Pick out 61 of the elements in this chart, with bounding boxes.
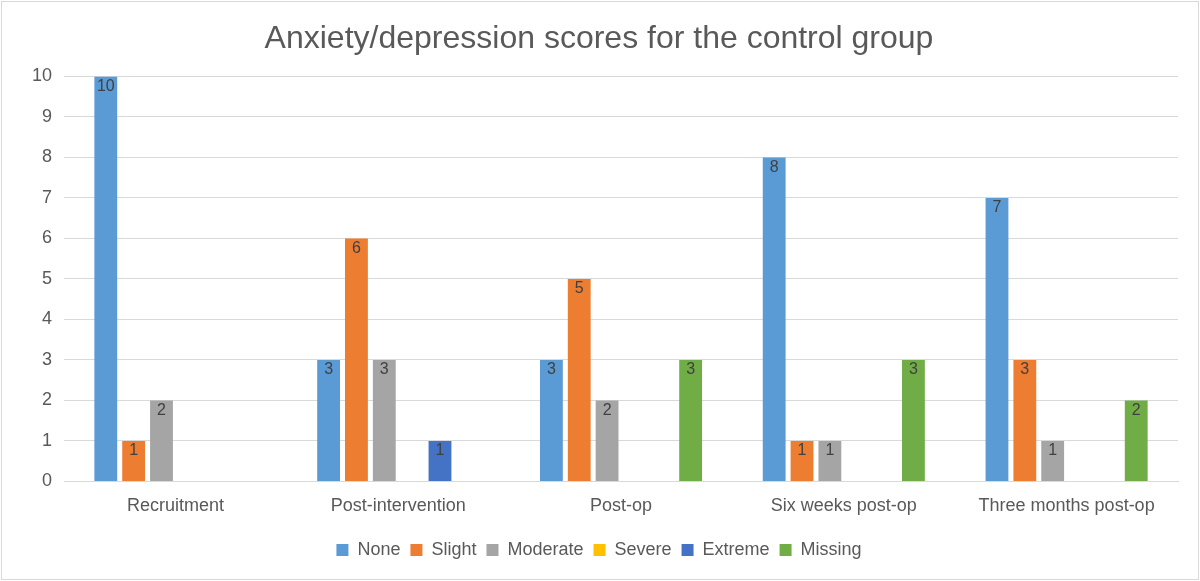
bar <box>150 400 173 481</box>
x-tick-label: Recruitment <box>126 495 224 516</box>
bar <box>1013 359 1037 481</box>
y-tick-label: 2 <box>42 389 53 410</box>
bar <box>428 440 452 481</box>
bar <box>539 359 563 481</box>
bar <box>790 440 814 481</box>
y-tick-label: 8 <box>42 146 53 167</box>
y-tick-label: 4 <box>42 308 53 329</box>
bar <box>317 359 341 481</box>
data-label: 2 <box>1131 400 1141 418</box>
data-label: 1 <box>825 441 835 459</box>
x-tick-label: Six weeks post-op <box>770 495 917 516</box>
chart-title: Anxiety/depression scores for the control group <box>264 19 934 56</box>
legend-label: Severe <box>614 538 672 559</box>
y-tick-label: 10 <box>31 65 53 86</box>
y-tick-label: 1 <box>42 429 53 450</box>
legend-label: None <box>357 538 401 559</box>
data-label: 3 <box>908 360 918 378</box>
data-label: 1 <box>129 441 139 459</box>
data-label: 1 <box>435 441 445 459</box>
data-label: 3 <box>324 360 334 378</box>
data-label: 7 <box>992 198 1002 216</box>
y-tick-label: 7 <box>42 186 53 207</box>
data-label: 5 <box>574 279 584 297</box>
y-tick-label: 0 <box>42 470 53 491</box>
bar <box>372 359 396 481</box>
bar <box>122 440 146 481</box>
y-tick-label: 9 <box>42 105 53 126</box>
data-label: 1 <box>1048 441 1058 459</box>
y-tick-label: 6 <box>42 227 53 248</box>
bar <box>567 278 591 481</box>
data-label: 3 <box>379 360 389 378</box>
bar <box>985 197 1009 481</box>
y-tick-label: 5 <box>42 267 53 288</box>
legend-label: Moderate <box>507 538 584 559</box>
data-label: 1 <box>797 441 807 459</box>
bar <box>902 359 925 481</box>
x-tick-label: Three months post-op <box>978 495 1155 516</box>
data-label: 2 <box>157 400 167 418</box>
data-label: 6 <box>351 238 361 256</box>
bar <box>818 440 842 481</box>
legend-label: Slight <box>431 538 477 559</box>
data-label: 2 <box>602 400 612 418</box>
x-tick-label: Post-intervention <box>330 495 466 516</box>
data-label: 10 <box>96 76 115 94</box>
legend-label: Extreme <box>702 538 770 559</box>
bar <box>1041 440 1065 481</box>
bar <box>345 238 368 481</box>
data-label: 3 <box>686 360 696 378</box>
x-tick-label: Post-op <box>589 495 653 516</box>
data-label: 8 <box>769 157 779 175</box>
data-label: 3 <box>546 360 556 378</box>
bar <box>94 76 118 481</box>
bar <box>762 157 786 481</box>
y-tick-label: 3 <box>42 348 53 369</box>
legend-label: Missing <box>800 538 862 559</box>
bar <box>595 400 619 481</box>
data-label: 3 <box>1020 360 1030 378</box>
bar <box>1124 400 1148 481</box>
bar <box>679 359 703 481</box>
